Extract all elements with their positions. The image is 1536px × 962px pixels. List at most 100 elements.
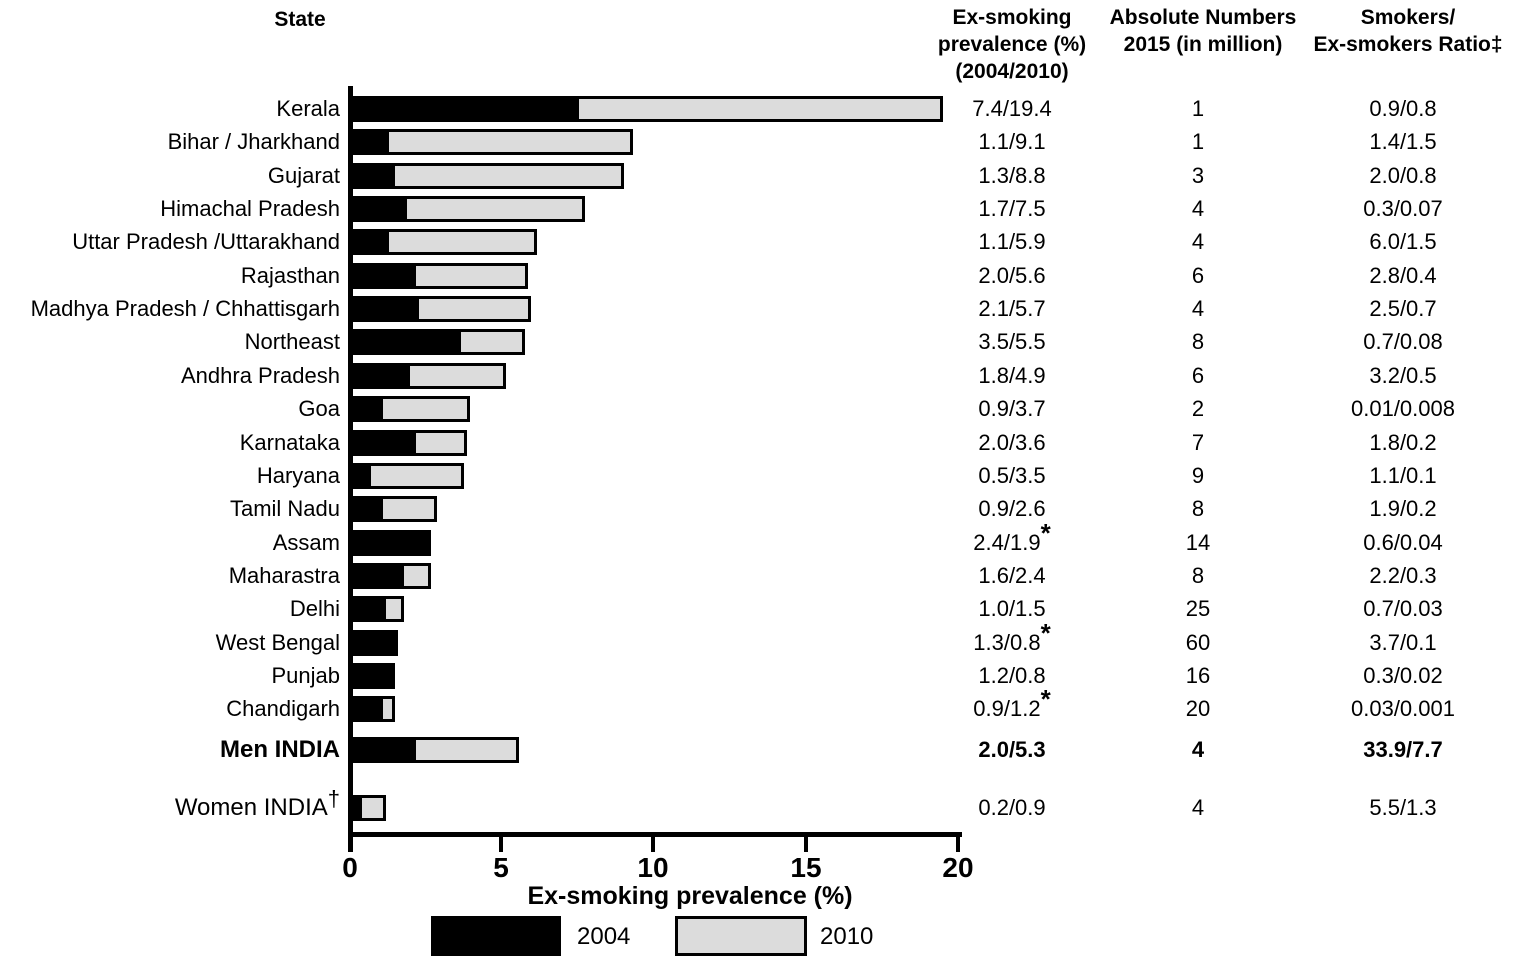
bar-2010 [353,329,525,355]
state-label: Rajasthan [240,263,340,288]
bar-2004 [353,663,392,689]
x-axis-title: Ex-smoking prevalence (%) [527,882,853,910]
absolute-number-value: 7 [1191,430,1205,455]
prevalence-header-line3: (2004/2010) [955,60,1069,83]
ratio-column-header: Smokers/ Ex-smokers Ratio‡ [1283,4,1533,58]
ratio-value: 0.9/0.8 [1369,96,1437,121]
bar-2004 [353,496,383,522]
bar-2004 [353,163,395,189]
prevalence-column-header: Ex-smoking prevalence (%) (2004/2010) [912,4,1112,85]
ratio-value: 2.5/0.7 [1369,296,1437,321]
bar-2004 [353,96,579,122]
absolute-number-value: 2 [1191,396,1205,421]
ratio-value: 5.5/1.3 [1369,795,1437,820]
y-axis-line [348,86,353,852]
state-label: Women INDIA† [174,786,340,821]
bar-2010 [353,496,437,522]
absolute-number-value: 25 [1185,596,1211,621]
bar-2004 [353,129,389,155]
bar-2004 [353,363,410,389]
prevalence-value: 1.6/2.4 [978,563,1046,588]
bar-2004 [353,296,419,322]
absolute-numbers-column-header: Absolute Numbers 2015 (in million) [1086,4,1320,58]
state-column-header: State [274,8,326,31]
prevalence-value: 1.1/5.9 [978,229,1046,254]
legend-label-2010: 2010 [820,923,874,950]
x-tick-label-20: 20 [942,852,974,883]
bar-2010 [353,596,404,622]
state-label: Gujarat [267,163,340,188]
bar-2010 [353,163,624,189]
bar-2004 [353,563,404,589]
prevalence-value: 0.9/3.7 [978,396,1046,421]
prevalence-value: 2.1/5.7 [978,296,1046,321]
bar-2010 [353,563,431,589]
legend-label-2004: 2004 [577,923,631,950]
ratio-value: 1.9/0.2 [1369,496,1437,521]
absolute-number-value: 3 [1191,163,1205,188]
x-axis-tick-10 [651,837,655,852]
prevalence-value: 7.4/19.4 [972,96,1052,121]
absolute-number-value: 1 [1191,96,1205,121]
state-label: Assam [272,530,340,555]
bar-2004 [353,795,362,821]
ratio-value: 6.0/1.5 [1369,229,1437,254]
bar-2010 [353,430,467,456]
absolute-number-value: 60 [1185,630,1211,655]
state-label: Punjab [271,663,340,688]
absolute-number-value: 4 [1191,229,1205,254]
bar-2010 [353,396,470,422]
bar-2004 [353,430,416,456]
prevalence-value: 1.8/4.9 [978,363,1046,388]
bar-2010 [353,129,633,155]
bar-2004 [353,596,386,622]
ratio-value: 2.0/0.8 [1369,163,1437,188]
bar-2010 [353,696,395,722]
state-label: Himachal Pradesh [160,196,340,221]
absolute-number-value: 4 [1191,196,1205,221]
absolute-header-line2: 2015 (in million) [1123,33,1283,56]
absolute-number-value: 6 [1191,263,1205,288]
absolute-number-value: 20 [1185,696,1211,721]
prevalence-value: 2.0/3.6 [978,430,1046,455]
absolute-number-value: 8 [1191,329,1205,354]
bar-2010 [353,229,537,255]
prevalence-value: 1.3/8.8 [978,163,1046,188]
prevalence-value: 0.9/1.2* [973,684,1051,721]
ratio-value: 1.1/0.1 [1369,463,1437,488]
ratio-header-line2: Ex-smokers Ratio‡ [1313,33,1503,56]
state-label: Kerala [276,96,340,121]
prevalence-value: 1.3/0.8* [973,618,1051,655]
absolute-header-line1: Absolute Numbers [1109,6,1297,29]
state-label: Tamil Nadu [229,496,340,521]
prevalence-value: 0.9/2.6 [978,496,1046,521]
absolute-number-value: 8 [1191,563,1205,588]
bar-2010 [353,795,386,821]
bar-2010 [353,96,943,122]
bar-2004 [353,263,416,289]
ratio-value: 1.8/0.2 [1369,430,1437,455]
state-label: Men INDIA [220,736,340,763]
ratio-value: 2.2/0.3 [1369,563,1437,588]
absolute-number-value: 4 [1191,795,1205,820]
state-label: Madhya Pradesh / Chhattisgarh [30,296,340,321]
absolute-number-value: 6 [1191,363,1205,388]
bar-2010 [353,663,395,689]
absolute-number-value: 4 [1191,296,1205,321]
ratio-value: 3.7/0.1 [1369,630,1437,655]
state-label: Haryana [256,463,340,488]
ratio-value: 0.7/0.08 [1363,329,1443,354]
state-label: Bihar / Jharkhand [167,129,340,154]
bar-2004 [353,630,395,656]
bar-2004 [353,463,371,489]
bar-2004 [353,229,389,255]
prevalence-value: 2.0/5.6 [978,263,1046,288]
prevalence-value: 3.5/5.5 [978,329,1046,354]
bar-2010 [353,737,519,763]
absolute-number-value: 4 [1191,737,1205,762]
ratio-value: 0.3/0.02 [1363,663,1443,688]
prevalence-value: 1.1/9.1 [978,129,1046,154]
bar-2010 [353,196,585,222]
prevalence-value: 1.0/1.5 [978,596,1046,621]
